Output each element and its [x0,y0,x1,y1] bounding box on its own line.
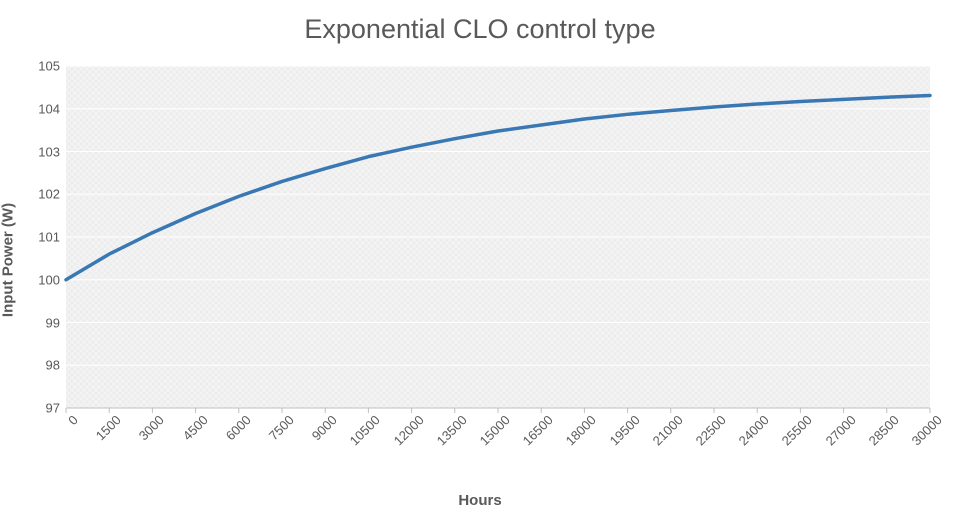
x-tick-label: 19500 [602,408,642,448]
y-tick-label: 100 [38,272,66,287]
x-tick-label: 13500 [429,408,469,448]
x-tick-label: 3000 [132,408,167,443]
y-tick-label: 101 [38,230,66,245]
chart-title: Exponential CLO control type [0,14,960,45]
y-tick-label: 105 [38,59,66,74]
x-tick-label: 12000 [386,408,426,448]
x-tick-label: 9000 [305,408,340,443]
y-tick-label: 104 [38,101,66,116]
x-tick-label: 1500 [89,408,124,443]
x-tick-label: 27000 [818,408,858,448]
x-tick-label: 10500 [343,408,383,448]
x-tick-label: 4500 [175,408,210,443]
x-tick-label: 7500 [262,408,297,443]
chart-container: Exponential CLO control type Input Power… [0,0,960,519]
x-tick-label: 22500 [688,408,728,448]
x-tick-label: 18000 [559,408,599,448]
x-tick-label: 15000 [472,408,512,448]
x-tick-label: 25500 [775,408,815,448]
x-tick-label: 28500 [861,408,901,448]
y-tick-label: 102 [38,187,66,202]
x-axis-label: Hours [0,492,960,509]
x-tick-label: 6000 [218,408,253,443]
x-tick-label: 30000 [904,408,944,448]
x-tick-label: 0 [61,408,81,428]
plot-svg [66,66,930,408]
x-tick-label: 21000 [645,408,685,448]
y-tick-label: 98 [46,358,66,373]
y-axis-label: Input Power (W) [0,202,17,316]
y-tick-label: 99 [46,315,66,330]
x-tick-label: 16500 [516,408,556,448]
y-tick-label: 103 [38,144,66,159]
x-tick-label: 24000 [732,408,772,448]
plot-area: 9798991001011021031041050150030004500600… [66,66,930,408]
